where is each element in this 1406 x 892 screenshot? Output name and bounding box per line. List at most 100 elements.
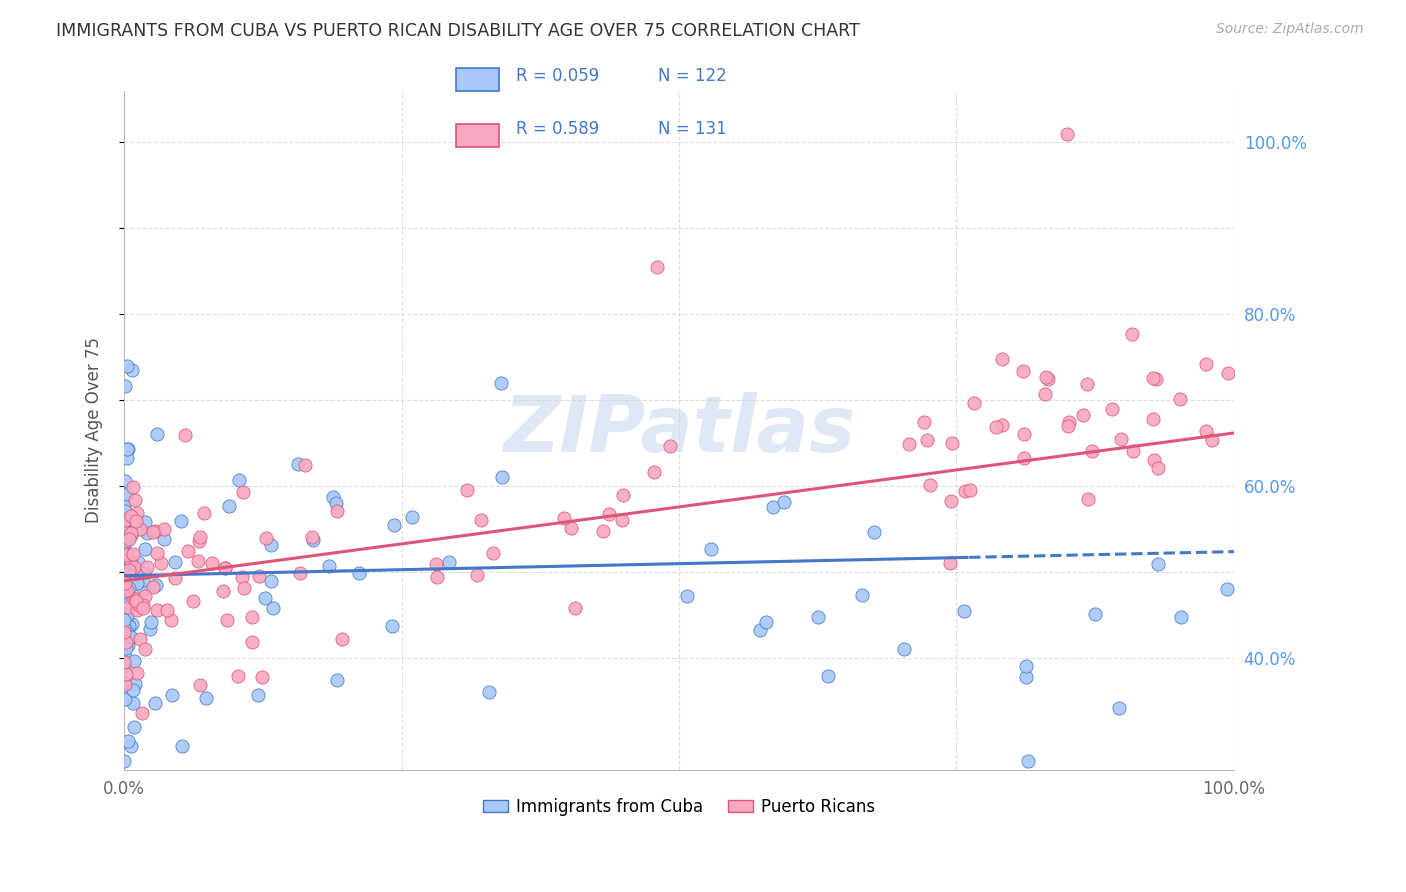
Point	[863, 524, 886, 539]
Point	[122, 547, 145, 561]
FancyBboxPatch shape	[456, 69, 499, 91]
Point	[1084, 607, 1107, 621]
Point	[1101, 402, 1123, 417]
Point	[121, 616, 143, 631]
Point	[124, 677, 146, 691]
Point	[145, 578, 167, 592]
Point	[112, 577, 135, 591]
Point	[122, 654, 145, 668]
Point	[290, 566, 312, 580]
Point	[114, 548, 136, 562]
Point	[262, 600, 284, 615]
Point	[990, 351, 1012, 366]
Point	[1057, 419, 1080, 434]
Point	[643, 465, 665, 479]
Point	[700, 541, 723, 556]
Point	[491, 470, 513, 484]
Point	[1076, 376, 1098, 391]
Point	[117, 442, 139, 456]
Point	[117, 628, 139, 642]
Point	[138, 622, 160, 636]
Point	[120, 526, 142, 541]
Point	[1144, 371, 1167, 385]
Point	[120, 528, 142, 542]
Point	[114, 649, 136, 664]
Point	[598, 507, 620, 521]
Point	[260, 538, 283, 552]
Point	[188, 678, 211, 692]
Point	[112, 486, 135, 500]
Text: N = 131: N = 131	[658, 120, 727, 138]
Point	[115, 587, 138, 601]
Point	[128, 598, 150, 612]
Point	[114, 529, 136, 543]
Point	[114, 504, 136, 518]
Point	[152, 522, 174, 536]
Point	[118, 619, 141, 633]
Point	[120, 739, 142, 754]
Point	[112, 541, 135, 556]
Point	[1017, 755, 1039, 769]
Point	[156, 603, 179, 617]
Point	[1121, 326, 1143, 341]
Point	[112, 579, 135, 593]
Point	[112, 620, 135, 634]
Point	[1109, 432, 1132, 446]
Point	[1077, 492, 1099, 507]
Point	[112, 524, 135, 538]
Point	[381, 619, 404, 633]
Point	[212, 583, 235, 598]
Point	[1143, 453, 1166, 467]
Point	[645, 260, 668, 274]
Point	[232, 485, 254, 500]
Point	[187, 554, 209, 568]
Point	[676, 589, 699, 603]
Point	[1142, 371, 1164, 385]
Point	[1057, 415, 1080, 429]
Point	[112, 546, 135, 560]
Point	[117, 734, 139, 748]
Point	[1201, 433, 1223, 447]
Point	[1035, 370, 1057, 384]
Point	[1014, 427, 1036, 442]
Point	[1195, 425, 1218, 439]
Point	[112, 516, 135, 530]
Point	[114, 587, 136, 601]
Point	[114, 575, 136, 590]
Point	[1012, 451, 1035, 466]
Point	[118, 563, 141, 577]
Point	[125, 666, 148, 681]
Point	[112, 549, 135, 563]
Point	[146, 426, 169, 441]
Point	[135, 526, 157, 541]
Point	[120, 525, 142, 540]
Point	[658, 439, 681, 453]
Point	[318, 558, 340, 573]
Point	[986, 420, 1008, 434]
Point	[115, 667, 138, 681]
Point	[325, 496, 347, 510]
Point	[425, 557, 447, 571]
Point	[481, 546, 503, 560]
Point	[939, 557, 962, 571]
Point	[118, 630, 141, 644]
Point	[146, 603, 169, 617]
Point	[762, 500, 785, 514]
Point	[115, 576, 138, 591]
Point	[489, 376, 512, 391]
Point	[917, 433, 939, 447]
Point	[218, 500, 240, 514]
Point	[115, 590, 138, 604]
Point	[941, 494, 963, 508]
Point	[132, 598, 155, 612]
Point	[134, 642, 156, 657]
Point	[232, 581, 254, 595]
Point	[125, 575, 148, 590]
Point	[124, 720, 146, 734]
Point	[125, 594, 148, 608]
Legend: Immigrants from Cuba, Puerto Ricans: Immigrants from Cuba, Puerto Ricans	[475, 791, 882, 822]
Point	[122, 696, 145, 710]
Point	[322, 490, 344, 504]
Point	[121, 682, 143, 697]
Point	[149, 557, 172, 571]
